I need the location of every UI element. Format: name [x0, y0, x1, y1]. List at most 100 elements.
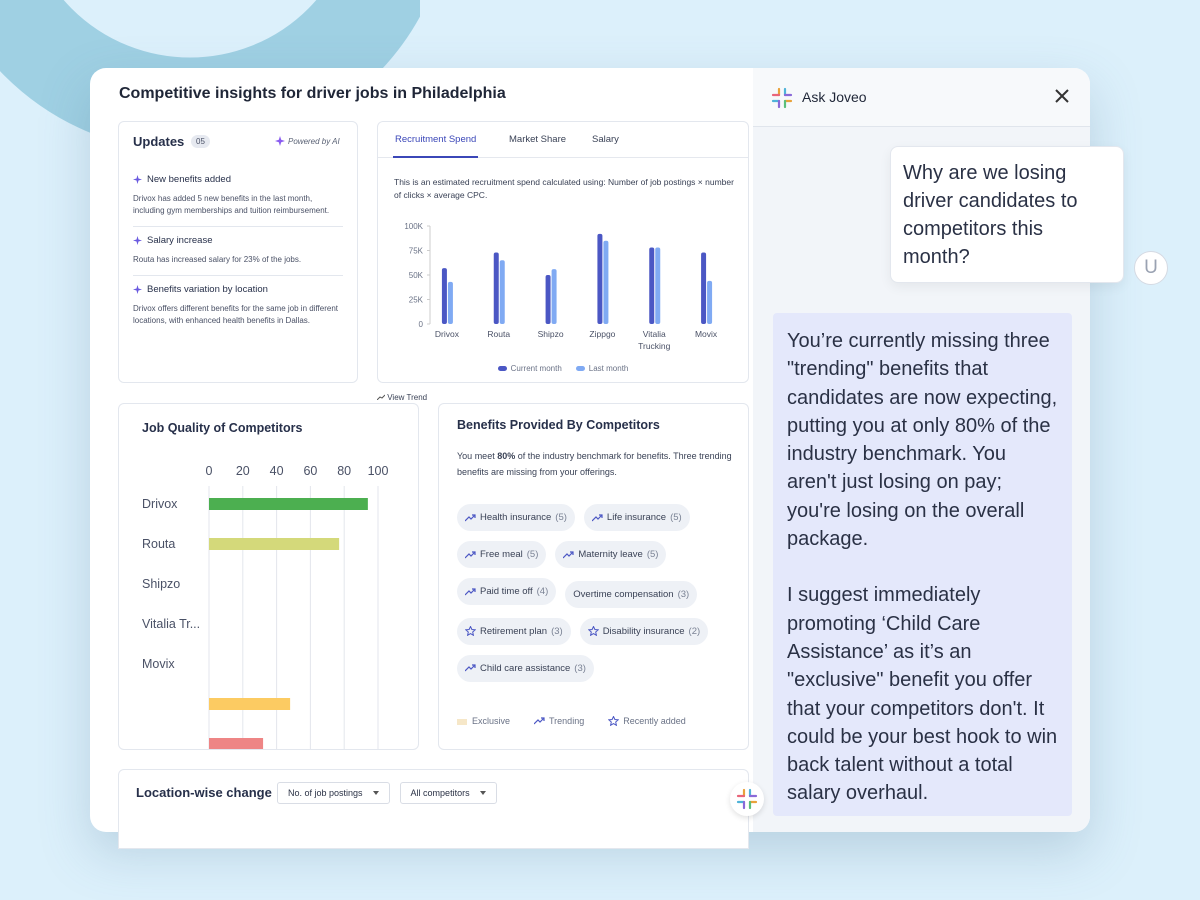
x-tick-label: Drivox	[434, 329, 459, 339]
update-heading: Salary increase	[133, 235, 343, 246]
update-text: Routa has increased salary for 23% of th…	[133, 255, 302, 264]
y-tick-label: Movix	[142, 657, 175, 671]
spend-chart: 0 25K 50K 75K 100K	[404, 222, 713, 329]
chart-title: Job Quality of Competitors	[142, 421, 303, 435]
trending-icon	[465, 587, 476, 595]
chip-count: (4)	[536, 586, 549, 597]
x-tick-label: 100	[368, 464, 389, 478]
x-tick-label: 80	[337, 464, 351, 478]
update-list: New benefits added Drivox has added 5 new…	[133, 166, 343, 336]
legend-item: Trending	[534, 716, 584, 726]
trending-icon	[591, 513, 603, 521]
benefit-chip: Paid time off (4)	[457, 578, 557, 605]
sparkle	[133, 285, 142, 294]
caret	[479, 791, 486, 795]
bar	[707, 280, 713, 324]
legend-label: Current month	[510, 364, 562, 373]
exclusive-icon	[457, 719, 467, 725]
benefits-text: You meet 80% of the industry benchmark f…	[457, 448, 737, 480]
tab[interactable]: Salary	[592, 134, 619, 145]
trending-icon	[563, 550, 574, 558]
y-tick-label: 100K	[404, 222, 423, 231]
bar	[209, 738, 264, 749]
update-heading: Benefits variation by location	[133, 284, 343, 295]
bar	[701, 252, 707, 324]
text: of the industry benchmark for benefits. …	[457, 451, 732, 477]
tab[interactable]: Market Share	[509, 134, 567, 145]
x-tick-label: 60	[303, 464, 317, 478]
y-tick-label: 0	[419, 320, 424, 329]
chip-label: Health insurance	[480, 512, 552, 523]
bar	[493, 252, 499, 324]
legend-label: Last month	[588, 364, 629, 373]
benefits-legend: Exclusive Trending Recently added	[457, 716, 686, 726]
legend-item: Recently added	[608, 716, 686, 726]
ai-icon	[275, 136, 285, 146]
recent-icon	[608, 716, 620, 726]
location-title: Location-wise change	[136, 785, 272, 800]
bar	[441, 268, 447, 324]
benefit-chip: Life insurance (5)	[583, 504, 690, 531]
y-tick-label: Shipzo	[142, 577, 180, 591]
bar	[597, 233, 603, 324]
bar	[551, 269, 557, 324]
view-trend-link[interactable]: View Trend	[376, 393, 428, 402]
update-item: New benefits added Drivox has added 5 new…	[133, 166, 343, 227]
chip-label: Maternity leave	[578, 549, 643, 560]
chip-list: Health insurance (5) Life insurance (5) Free…	[457, 504, 747, 692]
tab[interactable]: Recruitment Spend	[393, 122, 479, 158]
trend	[563, 550, 574, 558]
caret-shape	[479, 791, 486, 795]
chat-header	[753, 68, 1090, 127]
legend-label: Trending	[549, 716, 585, 726]
y-tick-label: 50K	[409, 271, 424, 280]
chip-label: Paid time off	[480, 586, 533, 597]
sparkle-icon	[133, 236, 142, 245]
trending-icon	[465, 664, 476, 672]
bar	[209, 498, 368, 510]
benefit-chip: Retirement plan (3)	[457, 617, 571, 645]
x-tick-label: Vitalia Trucking	[638, 329, 671, 351]
x-tick-label: Movix	[694, 329, 718, 339]
close-button[interactable]	[1054, 88, 1070, 104]
tab-bar: Recruitment Spend Market Share Salary	[378, 122, 748, 158]
dropdown[interactable]: No. of job postings	[277, 782, 390, 804]
chip-count: (5)	[555, 512, 567, 523]
chip-label: Overtime compensation	[573, 588, 674, 600]
caret-shape	[372, 791, 379, 795]
x-tick-label: 40	[270, 464, 284, 478]
star	[587, 626, 599, 636]
ai-badge: Powered by AI	[288, 137, 340, 146]
sparkle-icon	[133, 285, 142, 294]
x-tick-label: 20	[236, 464, 250, 478]
x-tick-label: Shipzo	[537, 329, 564, 339]
trend	[591, 513, 603, 521]
legend-label: Recently added	[623, 716, 686, 726]
trending-icon	[465, 550, 476, 558]
trend	[465, 550, 476, 558]
chip-count: (3)	[551, 625, 563, 637]
dropdown[interactable]: All competitors	[399, 782, 497, 804]
legend-swatch	[497, 366, 507, 371]
x-tick-label: Zippgo	[589, 329, 616, 339]
x-tick-label: Routa	[487, 329, 511, 339]
view-trend-text[interactable]: View Trend	[387, 393, 428, 402]
update-title: New benefits added	[147, 174, 231, 185]
sparkle	[133, 236, 142, 245]
updates-title: Updates	[133, 134, 185, 149]
legend: Current month Last month	[378, 364, 748, 373]
star	[465, 626, 476, 636]
benefits-card: Benefits Provided By Competitors You mee…	[438, 403, 749, 750]
benefit-chip: Free meal (5)	[457, 541, 547, 568]
bar	[499, 260, 505, 324]
chip-label: Life insurance	[606, 512, 667, 523]
update-text: Drivox offers different benefits for the…	[133, 304, 338, 325]
chip-label: Disability insurance	[602, 625, 685, 637]
benefit-chip: Overtime compensation (3)	[565, 580, 698, 608]
legend-item: Exclusive	[457, 716, 510, 726]
update-heading: New benefits added	[133, 174, 343, 185]
updates-card: Updates 05 Powered by AI New benefits ad…	[118, 121, 358, 383]
chip-count: (5)	[526, 549, 539, 560]
